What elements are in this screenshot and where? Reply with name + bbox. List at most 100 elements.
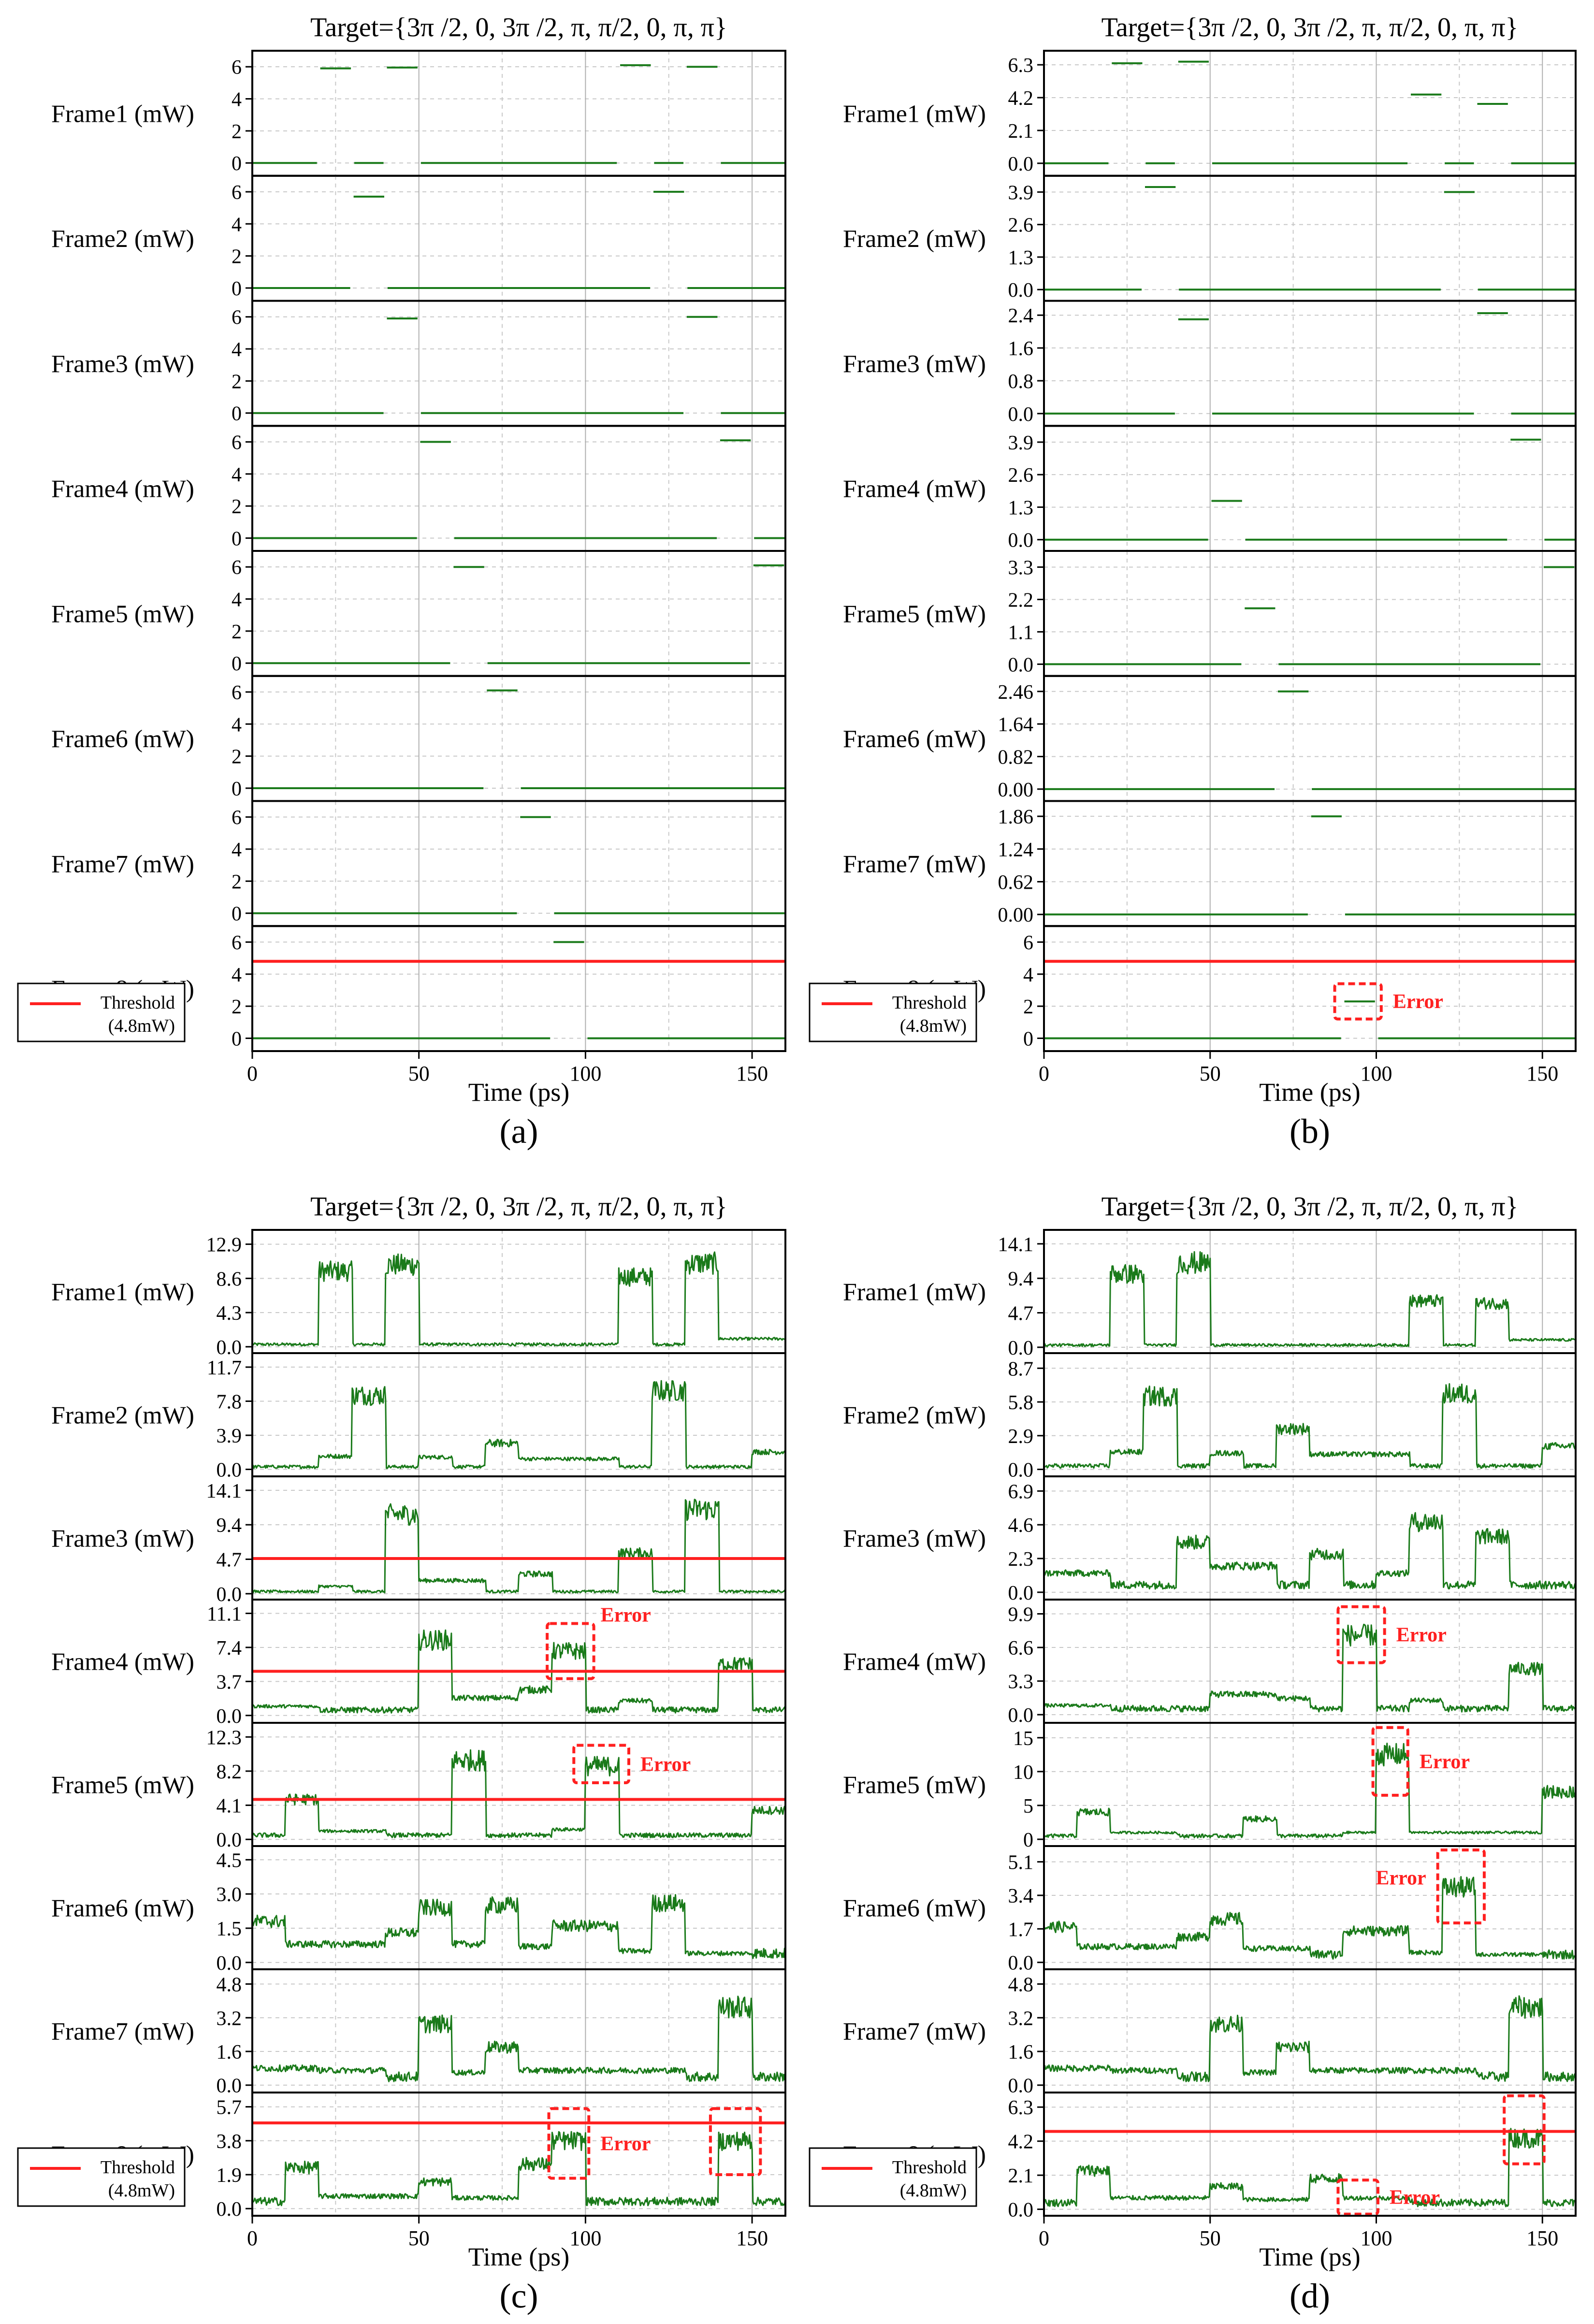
y-tick-label: 5.1 xyxy=(1008,1852,1034,1874)
frame-subplot: 0.0 3.9 7.8 11.7 Frame2 (mW) xyxy=(51,1352,786,1482)
frame-border xyxy=(1043,50,1577,177)
legend-sublabel: (4.8mW) xyxy=(900,2180,967,2201)
y-tick-label: 6 xyxy=(232,182,242,204)
panel-title: Target={3π /2, 0, 3π /2, π, π/2, 0, π, π… xyxy=(1101,13,1519,43)
y-tick-label: 1.64 xyxy=(998,714,1034,736)
signal-trace xyxy=(251,1380,786,1469)
y-tick-label: 5.8 xyxy=(1008,1392,1034,1414)
y-tick-label: 3.3 xyxy=(1008,1671,1034,1693)
y-tick-label: 3.2 xyxy=(1008,2007,1034,2030)
y-tick-label: 4.7 xyxy=(1008,1303,1034,1325)
signal-trace xyxy=(1044,690,1576,790)
y-tick-label: 0.0 xyxy=(1008,1337,1034,1359)
error-label: Error xyxy=(1420,1751,1470,1773)
frame-label: Frame5 (mW) xyxy=(51,600,194,628)
chart-panel-d: Target={3π /2, 0, 3π /2, π, π/2, 0, π, π… xyxy=(809,1192,1577,2315)
frame-label: Frame5 (mW) xyxy=(843,1772,986,1799)
y-tick-label: 2.1 xyxy=(1008,2165,1034,2187)
frame-subplot: 0.0 1.6 3.2 4.8 Frame7 (mW) xyxy=(843,1968,1577,2097)
error-box xyxy=(546,1622,595,1680)
y-tick-label: 2 xyxy=(232,121,242,143)
signal-trace xyxy=(252,941,785,1039)
x-tick-label: 0 xyxy=(247,1062,258,1085)
frame-label: Frame1 (mW) xyxy=(51,100,194,128)
y-tick-label: 4.8 xyxy=(1008,1974,1034,1996)
legend-box xyxy=(17,2147,186,2207)
y-tick-label: 4 xyxy=(232,214,242,236)
frame-label: Frame5 (mW) xyxy=(51,1772,194,1799)
signal-trace xyxy=(1043,1251,1576,1347)
y-tick-label: 4 xyxy=(232,964,242,986)
frame-subplot: 0 2 4 6 Frame1 (mW) xyxy=(51,50,786,177)
y-tick-label: 3.3 xyxy=(1008,557,1034,579)
y-tick-label: 0 xyxy=(232,403,242,425)
legend-box xyxy=(809,982,977,1042)
signal-trace xyxy=(1043,2128,1577,2208)
frame-subplot: 0 2 4 6 Frame4 (mW) xyxy=(51,425,786,552)
signal-trace xyxy=(1044,312,1576,415)
y-tick-label: 0.00 xyxy=(998,904,1034,926)
signal-trace xyxy=(251,1749,786,1838)
legend-label: Threshold xyxy=(101,993,175,1013)
frame-label: Frame7 (mW) xyxy=(843,2018,986,2046)
frame-label: Frame2 (mW) xyxy=(843,1402,986,1429)
y-tick-label: 12.3 xyxy=(206,1727,242,1749)
y-tick-label: 0.62 xyxy=(998,872,1034,894)
signal-trace xyxy=(1043,1512,1577,1590)
error-label: Error xyxy=(1376,1867,1426,1890)
frame-subplot: Error 0.0 1.7 3.4 5.1 Frame6 (mW) xyxy=(843,1845,1577,1975)
legend: Threshold(4.8mW) xyxy=(809,982,977,1042)
frame-label: Frame6 (mW) xyxy=(843,1895,986,1922)
legend-sublabel: (4.8mW) xyxy=(108,1016,175,1036)
frame-label: Frame5 (mW) xyxy=(843,600,986,628)
error-box xyxy=(1371,1726,1409,1797)
y-tick-label: 2.1 xyxy=(1008,120,1034,143)
frame-label: Frame6 (mW) xyxy=(51,1895,194,1922)
y-tick-label: 4.6 xyxy=(1008,1515,1034,1537)
signal-trace xyxy=(252,190,785,289)
signal-trace xyxy=(1043,1743,1577,1839)
y-tick-label: 0.0 xyxy=(1008,1459,1034,1482)
frame-label: Frame4 (mW) xyxy=(51,1648,194,1676)
signal-trace xyxy=(251,1251,786,1347)
frame-border xyxy=(251,174,786,302)
legend-label: Threshold xyxy=(892,2157,967,2178)
error-box xyxy=(572,1744,630,1785)
y-tick-label: 3.9 xyxy=(217,1425,242,1447)
frame-subplot: Error 0.0 3.3 6.6 9.9 Frame4 (mW) xyxy=(843,1599,1577,1727)
y-tick-label: 2.6 xyxy=(1008,464,1034,487)
frame-subplot: 0 2 4 6 Frame3 (mW) xyxy=(51,300,786,427)
y-tick-label: 12.9 xyxy=(206,1234,242,1256)
signal-trace xyxy=(252,689,785,789)
y-tick-label: 0.0 xyxy=(217,2075,242,2097)
frame-subplot: 0.0 2.3 4.6 6.9 Frame3 (mW) xyxy=(843,1475,1577,1604)
y-tick-label: 2.2 xyxy=(1008,589,1034,611)
y-tick-label: 0 xyxy=(232,153,242,175)
frame-border xyxy=(251,50,786,177)
y-tick-label: 1.24 xyxy=(998,839,1034,861)
y-tick-label: 11.7 xyxy=(207,1357,242,1379)
legend: Threshold(4.8mW) xyxy=(809,2147,977,2207)
y-tick-label: 0.0 xyxy=(1008,654,1034,676)
frame-subplot: 0.0 2.9 5.8 8.7 Frame2 (mW) xyxy=(843,1352,1577,1482)
panel-caption: (d) xyxy=(1290,2277,1330,2315)
error-box xyxy=(1336,2179,1379,2216)
y-tick-label: 4.1 xyxy=(217,1795,242,1818)
signal-trace xyxy=(1044,438,1576,541)
signal-trace xyxy=(1044,60,1576,164)
y-tick-label: 0.0 xyxy=(1008,404,1034,426)
legend-box xyxy=(809,2147,977,2207)
y-tick-label: 15 xyxy=(1013,1728,1033,1750)
y-tick-label: 6 xyxy=(232,807,242,829)
y-tick-label: 1.7 xyxy=(1008,1919,1034,1941)
x-tick-label: 0 xyxy=(1039,2226,1049,2250)
y-tick-label: 2.46 xyxy=(998,681,1034,704)
y-tick-label: 0.0 xyxy=(1008,279,1034,302)
y-tick-label: 0.0 xyxy=(217,1459,242,1482)
y-tick-label: 4.2 xyxy=(1008,2131,1034,2153)
error-box xyxy=(1503,2094,1546,2165)
y-tick-label: 0.00 xyxy=(998,779,1034,801)
y-tick-label: 9.9 xyxy=(1008,1604,1034,1626)
frame-subplot: 0.0 1.1 2.2 3.3 Frame5 (mW) xyxy=(843,550,1577,677)
